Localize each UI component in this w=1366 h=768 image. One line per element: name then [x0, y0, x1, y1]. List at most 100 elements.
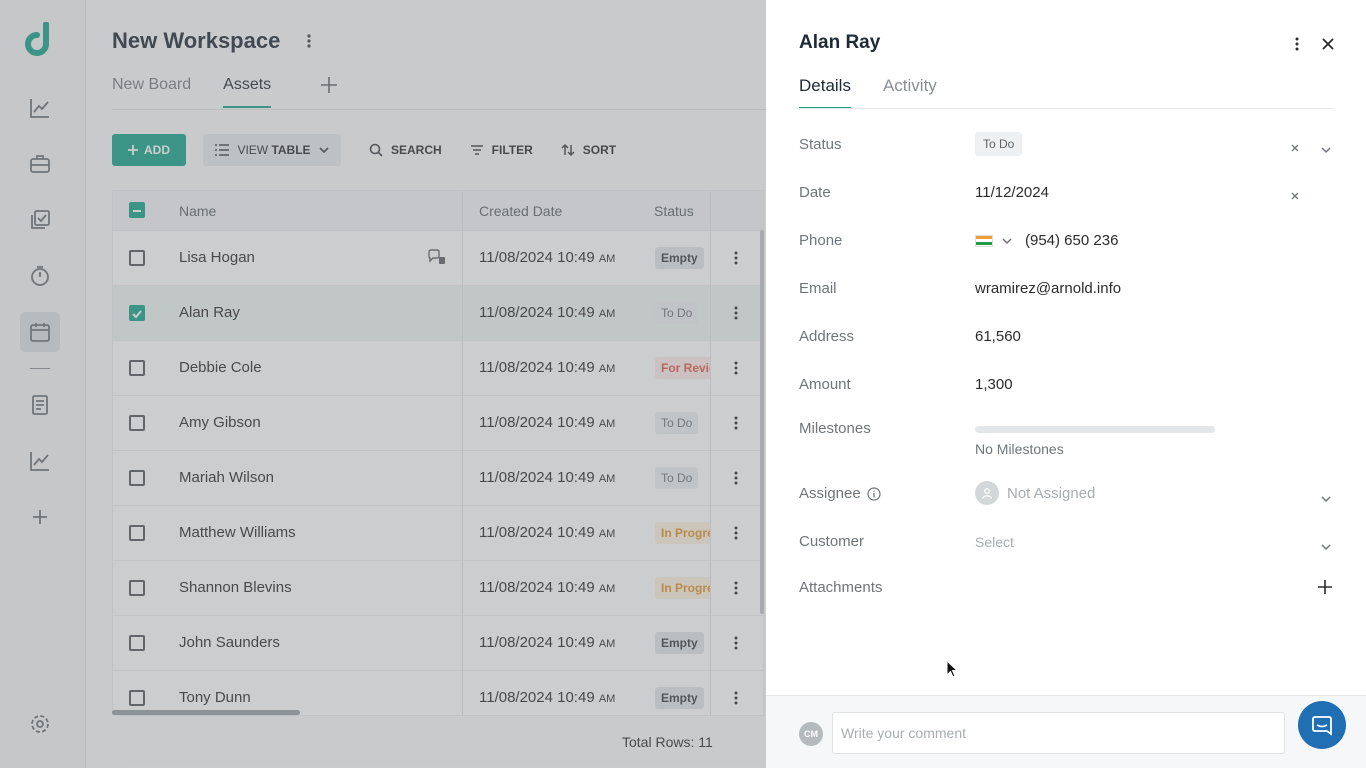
customer-select[interactable]: Select	[975, 534, 1014, 550]
row-name[interactable]: Debbie Cole	[179, 359, 262, 376]
row-name[interactable]: Tony Dunn	[179, 689, 251, 706]
info-icon[interactable]	[867, 486, 881, 501]
app-logo[interactable]	[24, 21, 56, 58]
briefcase-icon[interactable]	[22, 146, 58, 182]
comment-input[interactable]	[832, 712, 1285, 754]
table-row[interactable]: Lisa Hogan 11/08/2024 10:49 AM Empty	[113, 231, 763, 286]
row-status-cell[interactable]: In Progress	[653, 561, 711, 616]
vertical-scrollbar[interactable]	[760, 230, 764, 614]
status-chevron-down-icon[interactable]	[1320, 141, 1332, 154]
timer-icon[interactable]	[22, 258, 58, 294]
status-badge: Empty	[655, 632, 704, 654]
comment-icon[interactable]	[427, 249, 447, 267]
row-date-value: 11/08/2024 10:49	[479, 524, 595, 541]
table-row[interactable]: Tony Dunn 11/08/2024 10:49 AM Empty	[113, 671, 763, 715]
add-button[interactable]: ADD	[112, 134, 186, 166]
row-checkbox[interactable]	[129, 525, 145, 541]
table-row[interactable]: Matthew Williams 11/08/2024 10:49 AM In Pr…	[113, 506, 763, 561]
email-field[interactable]: wramirez@arnold.info	[975, 280, 1122, 297]
row-checkbox[interactable]	[129, 470, 145, 486]
table-row[interactable]: Debbie Cole 11/08/2024 10:49 AM For Review	[113, 341, 763, 396]
column-name[interactable]: Name	[179, 203, 217, 219]
row-checkbox[interactable]	[129, 580, 145, 596]
select-all-checkbox[interactable]	[129, 202, 145, 218]
search-button[interactable]: SEARCH	[369, 134, 442, 166]
row-menu-icon[interactable]	[733, 580, 739, 596]
horizontal-scrollbar[interactable]	[112, 710, 300, 715]
clear-date-icon[interactable]	[1290, 188, 1300, 200]
country-chevron-down-icon[interactable]	[1001, 237, 1013, 245]
row-name[interactable]: Mariah Wilson	[179, 469, 275, 486]
row-status-cell[interactable]: In Progress	[653, 506, 711, 561]
table-row[interactable]: Mariah Wilson 11/08/2024 10:49 AM To Do	[113, 451, 763, 506]
status-field[interactable]: To Do	[975, 132, 1023, 156]
row-checkbox[interactable]	[129, 635, 145, 651]
row-menu-icon[interactable]	[733, 250, 739, 266]
row-menu-icon[interactable]	[733, 525, 739, 541]
customer-chevron-down-icon[interactable]	[1320, 538, 1332, 551]
reports-icon[interactable]	[22, 443, 58, 479]
row-status-cell[interactable]: For Review	[653, 341, 711, 396]
table-row[interactable]: John Saunders 11/08/2024 10:49 AM Empty	[113, 616, 763, 671]
row-name[interactable]: Lisa Hogan	[179, 249, 255, 266]
tab-new-board[interactable]: New Board	[112, 76, 192, 93]
search-label: SEARCH	[391, 143, 442, 157]
row-menu-icon[interactable]	[733, 360, 739, 376]
view-table-button[interactable]: VIEW TABLE	[203, 134, 341, 166]
tab-assets[interactable]: Assets	[223, 76, 272, 108]
row-checkbox[interactable]	[129, 250, 145, 266]
row-status-cell[interactable]: Empty	[653, 616, 711, 671]
row-status-cell[interactable]: To Do	[653, 396, 711, 451]
close-icon[interactable]	[1320, 36, 1336, 52]
table-row[interactable]: Amy Gibson 11/08/2024 10:49 AM To Do	[113, 396, 763, 451]
row-name[interactable]: John Saunders	[179, 634, 280, 651]
tab-activity[interactable]: Activity	[882, 76, 937, 95]
row-status-cell[interactable]: To Do	[653, 451, 711, 506]
sort-label: SORT	[582, 143, 617, 157]
row-name[interactable]: Alan Ray	[179, 304, 240, 321]
row-status-cell[interactable]: Empty	[653, 671, 711, 715]
amount-field[interactable]: 1,300	[975, 376, 1013, 393]
row-status-cell[interactable]: Empty	[653, 231, 711, 286]
row-menu-icon[interactable]	[733, 470, 739, 486]
chat-support-button[interactable]	[1298, 701, 1346, 749]
sort-button[interactable]: SORT	[561, 134, 616, 166]
more-options-icon[interactable]	[1292, 36, 1302, 52]
column-status[interactable]: Status	[654, 203, 694, 219]
row-name[interactable]: Amy Gibson	[179, 414, 261, 431]
assignee-chevron-down-icon[interactable]	[1320, 490, 1332, 503]
assignee-field[interactable]: Not Assigned	[975, 481, 1095, 505]
workspace-menu-icon[interactable]	[304, 32, 314, 50]
row-menu-icon[interactable]	[733, 635, 739, 651]
column-created-date[interactable]: Created Date	[479, 203, 563, 219]
row-checkbox[interactable]	[129, 305, 145, 321]
settings-icon[interactable]	[22, 706, 58, 742]
row-menu-icon[interactable]	[733, 690, 739, 706]
calendar-icon[interactable]	[20, 312, 60, 352]
add-tab-icon[interactable]	[320, 76, 338, 94]
row-menu-icon[interactable]	[733, 415, 739, 431]
analytics-icon[interactable]	[22, 90, 58, 126]
tab-details[interactable]: Details	[799, 76, 851, 109]
clear-status-icon[interactable]	[1290, 140, 1300, 152]
row-checkbox[interactable]	[129, 690, 145, 706]
date-field[interactable]: 11/12/2024	[975, 184, 1049, 201]
row-menu-icon[interactable]	[733, 305, 739, 321]
row-checkbox[interactable]	[129, 360, 145, 376]
phone-field[interactable]: (954) 650 236	[975, 232, 1118, 249]
india-flag-icon[interactable]	[975, 234, 993, 247]
filter-button[interactable]: FILTER	[470, 134, 533, 166]
row-status-cell[interactable]: To Do	[653, 286, 711, 341]
add-app-icon[interactable]	[22, 499, 58, 535]
address-field[interactable]: 61,560	[975, 328, 1021, 345]
table-row[interactable]: Alan Ray 11/08/2024 10:49 AM To Do	[113, 286, 763, 341]
add-attachment-icon[interactable]	[1318, 580, 1332, 594]
row-name[interactable]: Matthew Williams	[179, 524, 296, 541]
status-badge: Empty	[655, 247, 704, 269]
row-name[interactable]: Shannon Blevins	[179, 579, 292, 596]
document-icon[interactable]	[22, 387, 58, 423]
modal-overlay[interactable]	[0, 0, 766, 768]
tasks-icon[interactable]	[22, 202, 58, 238]
table-row[interactable]: Shannon Blevins 11/08/2024 10:49 AM In Pro…	[113, 561, 763, 616]
row-checkbox[interactable]	[129, 415, 145, 431]
